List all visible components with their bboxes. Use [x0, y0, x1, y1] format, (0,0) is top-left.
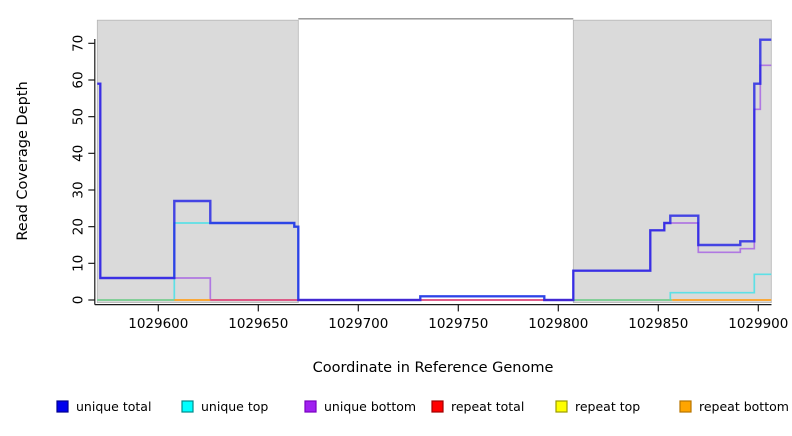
- legend: unique total unique top unique bottom repea…: [56, 399, 789, 414]
- x-tick-label: 1029750: [428, 316, 488, 332]
- axes: 0 10 20 30 40 50 60 70 1029600 1029650 1029700 1029…: [71, 35, 789, 332]
- legend-swatch-repeat-bottom: [679, 400, 692, 413]
- y-tick-label: 20: [71, 218, 87, 235]
- coverage-series-lines: [97, 38, 772, 302]
- shaded-repeat-regions: [96, 18, 772, 303]
- legend-label-unique-top: unique top: [201, 399, 268, 414]
- x-tick-label: 1029600: [128, 316, 188, 332]
- y-axis-title: Read Coverage Depth: [15, 81, 31, 240]
- x-tick-label: 1029700: [328, 316, 388, 332]
- legend-swatch-unique-bottom: [304, 400, 317, 413]
- y-tick-label: 60: [71, 71, 87, 88]
- x-axis-title: Coordinate in Reference Genome: [313, 360, 554, 376]
- legend-label-unique-bottom: unique bottom: [324, 399, 416, 414]
- repeat-region-shade: [572, 19, 772, 303]
- y-tick-label: 40: [71, 145, 87, 162]
- x-tick-label: 1029850: [628, 316, 688, 332]
- x-tick-label: 1029800: [528, 316, 588, 332]
- legend-swatch-repeat-total: [431, 400, 444, 413]
- x-tick-label: 1029650: [228, 316, 288, 332]
- y-tick-label: 50: [71, 108, 87, 125]
- repeat-region-shade: [96, 19, 299, 303]
- legend-swatch-unique-total: [56, 400, 69, 413]
- legend-label-repeat-total: repeat total: [451, 399, 524, 414]
- legend-label-unique-total: unique total: [76, 399, 151, 414]
- legend-label-repeat-bottom: repeat bottom: [699, 399, 789, 414]
- legend-label-repeat-top: repeat top: [575, 399, 640, 414]
- y-tick-label: 0: [71, 296, 87, 305]
- x-tick-label: 1029900: [728, 316, 788, 332]
- y-tick-label: 70: [71, 35, 87, 52]
- legend-swatch-repeat-top: [555, 400, 568, 413]
- y-tick-label: 10: [71, 255, 87, 272]
- legend-swatch-unique-top: [181, 400, 194, 413]
- y-tick-label: 30: [71, 181, 87, 198]
- series-unique-total: [97, 38, 772, 302]
